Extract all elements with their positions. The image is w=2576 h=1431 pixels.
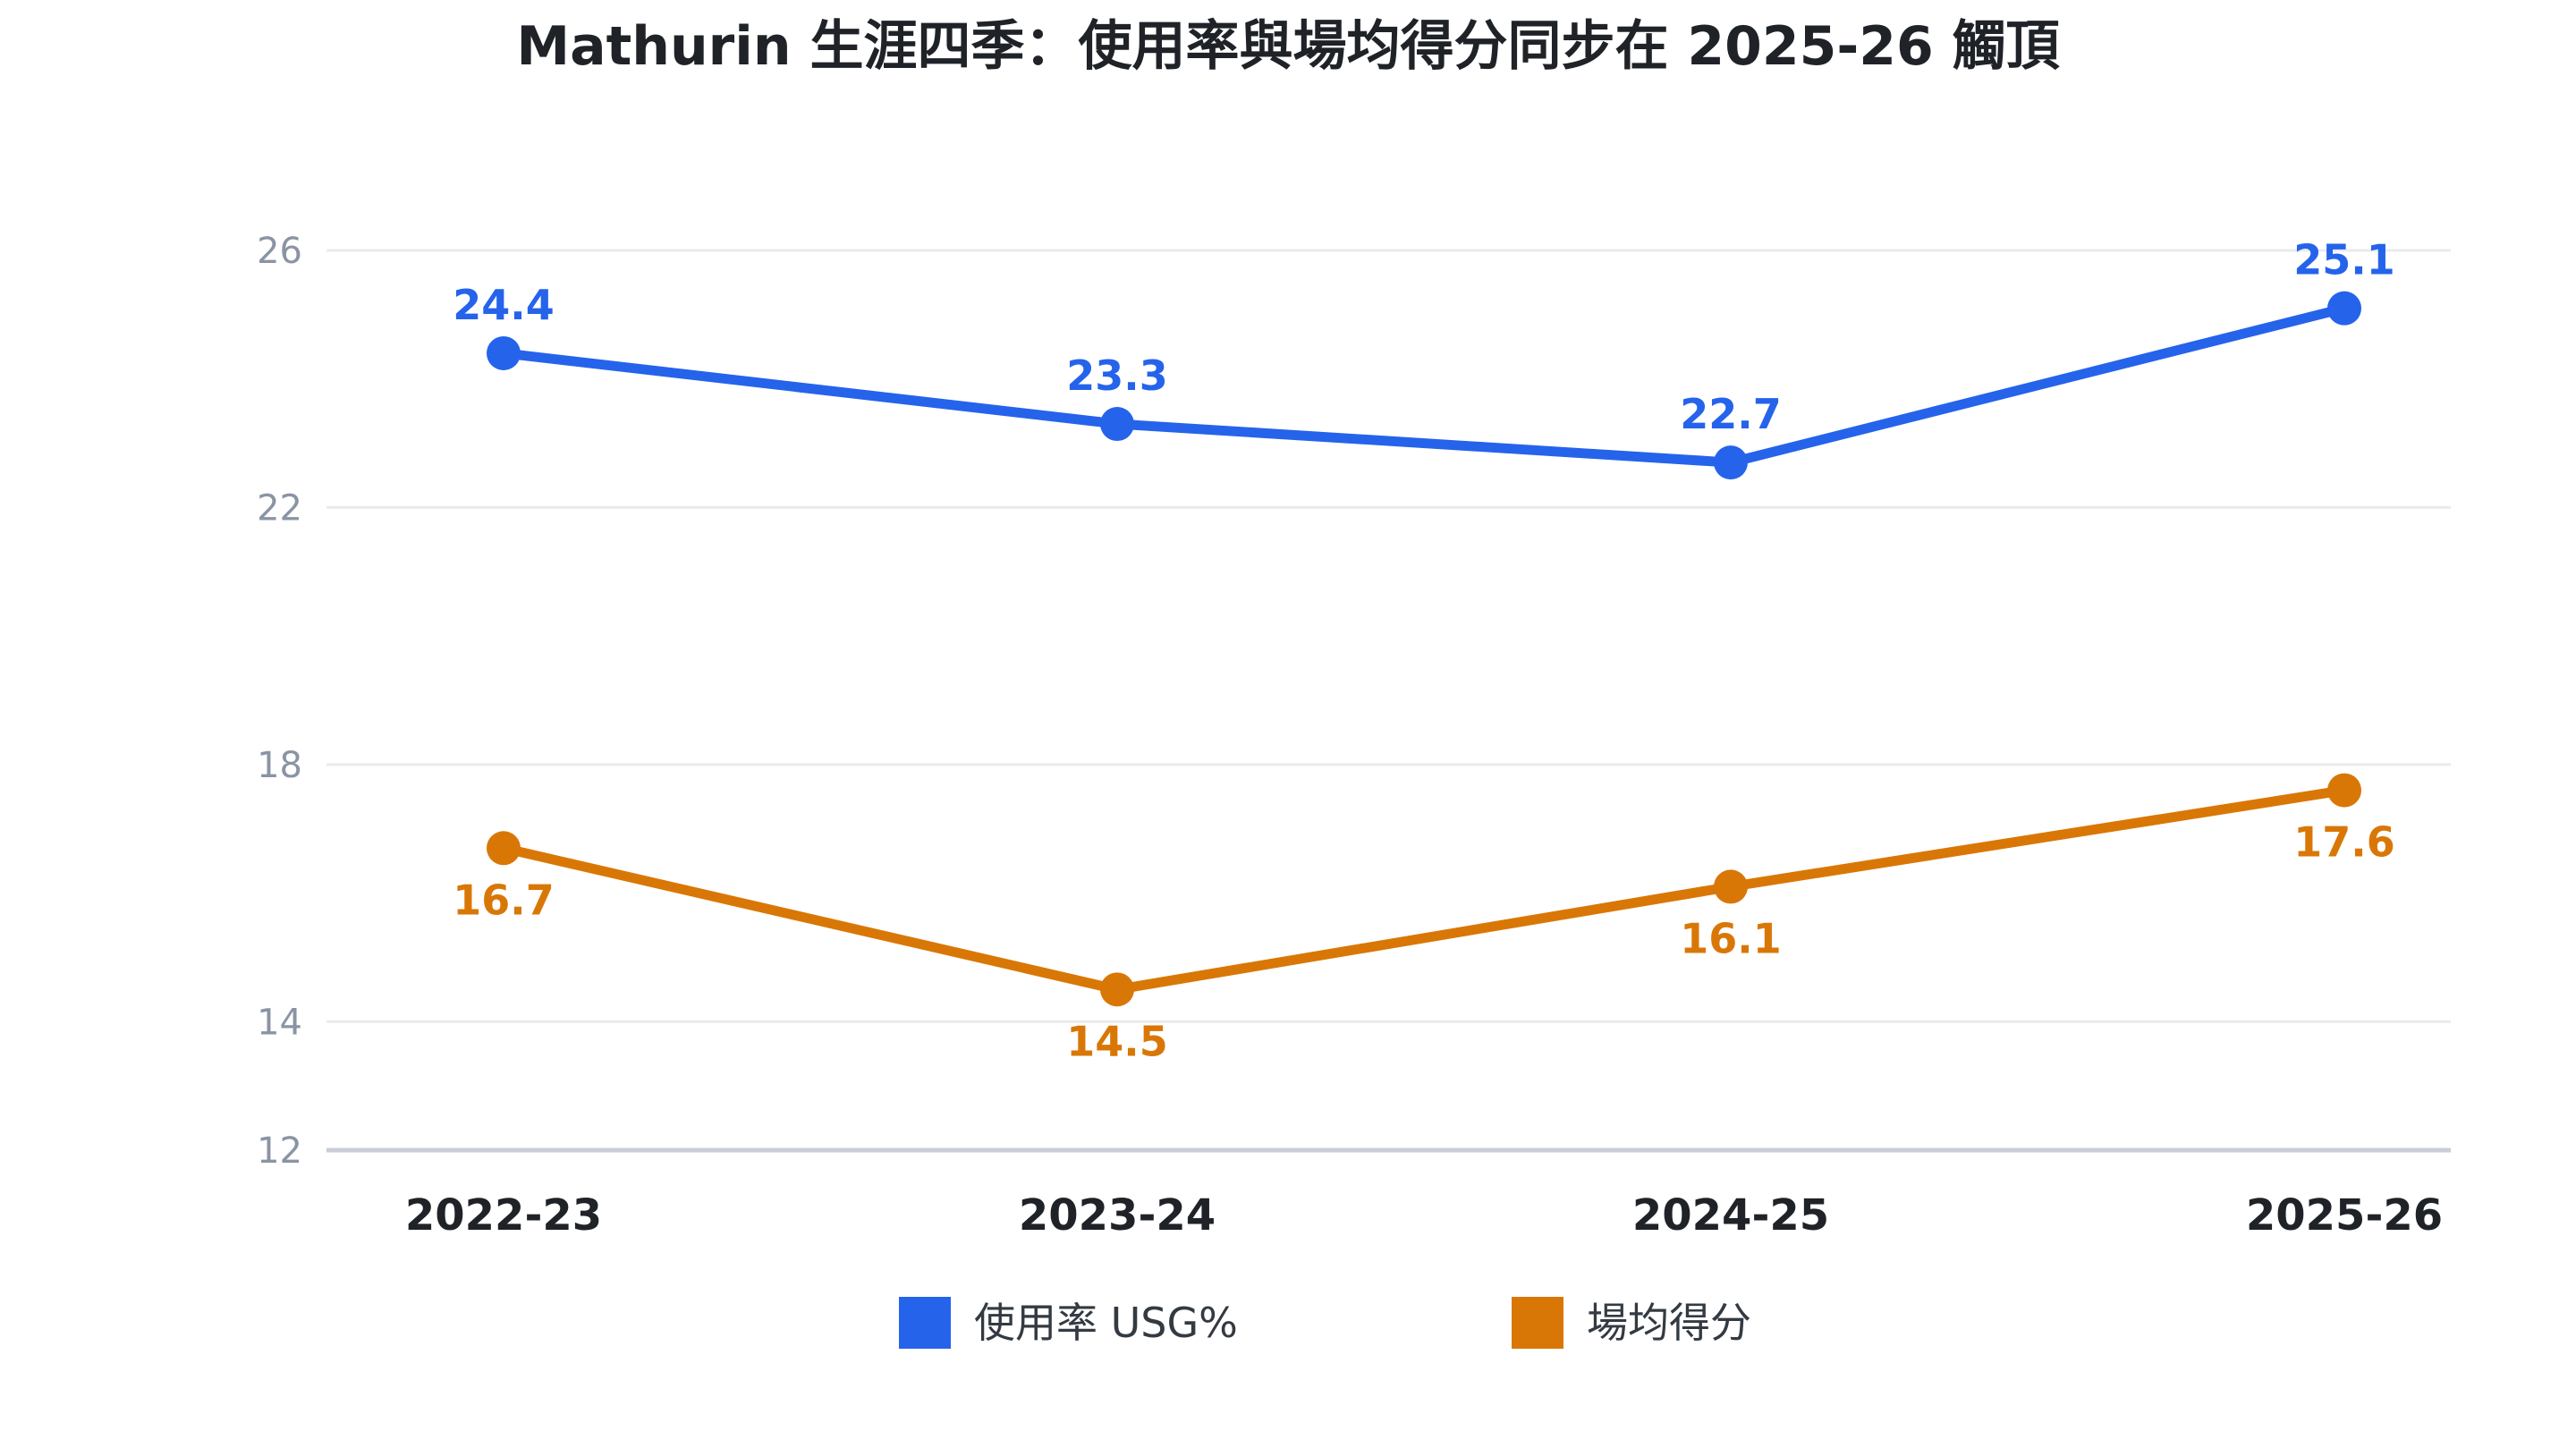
data-label: 23.3 (1066, 351, 1168, 400)
series-line (498, 303, 2350, 468)
legend: 使用率 USG% 場均得分 (899, 1297, 1751, 1349)
data-point (2327, 291, 2361, 326)
x-tick-label: 2023-24 (1019, 1190, 1216, 1240)
y-tick-label: 26 (257, 231, 302, 272)
legend-label: 場均得分 (1587, 1299, 1751, 1347)
legend-item: 場均得分 (1512, 1297, 1751, 1349)
data-label: 16.7 (453, 876, 555, 924)
x-tick-label: 2022-23 (405, 1190, 602, 1240)
data-point (487, 335, 521, 370)
data-point (487, 831, 521, 866)
data-label: 25.1 (2293, 236, 2395, 284)
y-tick-label: 14 (257, 1002, 302, 1043)
series-1: 24.4 23.3 22.7 25.1 (453, 236, 2395, 480)
data-point (1100, 407, 1134, 442)
x-axis-ticks: 2022-23 2023-24 2024-25 2025-26 (405, 1190, 2443, 1240)
legend-swatch (1512, 1297, 1563, 1349)
series-2: 16.7 14.5 16.1 17.6 (453, 773, 2395, 1065)
y-tick-label: 12 (257, 1130, 302, 1172)
data-label: 17.6 (2293, 818, 2395, 867)
series-layer: 24.4 23.3 22.7 25.1 16.7 14.5 16.1 17.6 (453, 236, 2395, 1066)
data-label: 22.7 (1680, 390, 1782, 438)
grid-layer (326, 249, 2451, 1153)
legend-label: 使用率 USG% (974, 1299, 1238, 1347)
chart-title: Mathurin 生涯四季：使用率與場均得分同步在 2025-26 觸頂 (516, 15, 2060, 78)
series-line (498, 785, 2350, 995)
data-point (1714, 445, 1748, 480)
y-axis-ticks: 12 14 18 22 26 (257, 231, 302, 1172)
y-tick-label: 18 (257, 745, 302, 786)
data-label: 24.4 (453, 281, 555, 329)
x-tick-label: 2024-25 (1632, 1190, 1829, 1240)
y-tick-label: 22 (257, 487, 302, 529)
legend-item: 使用率 USG% (899, 1297, 1238, 1349)
data-point (1714, 869, 1748, 904)
x-tick-label: 2025-26 (2246, 1190, 2443, 1240)
data-label: 14.5 (1066, 1017, 1168, 1065)
data-point (2327, 773, 2361, 808)
legend-swatch (899, 1297, 951, 1349)
data-label: 16.1 (1680, 914, 1782, 962)
data-point (1100, 972, 1134, 1007)
